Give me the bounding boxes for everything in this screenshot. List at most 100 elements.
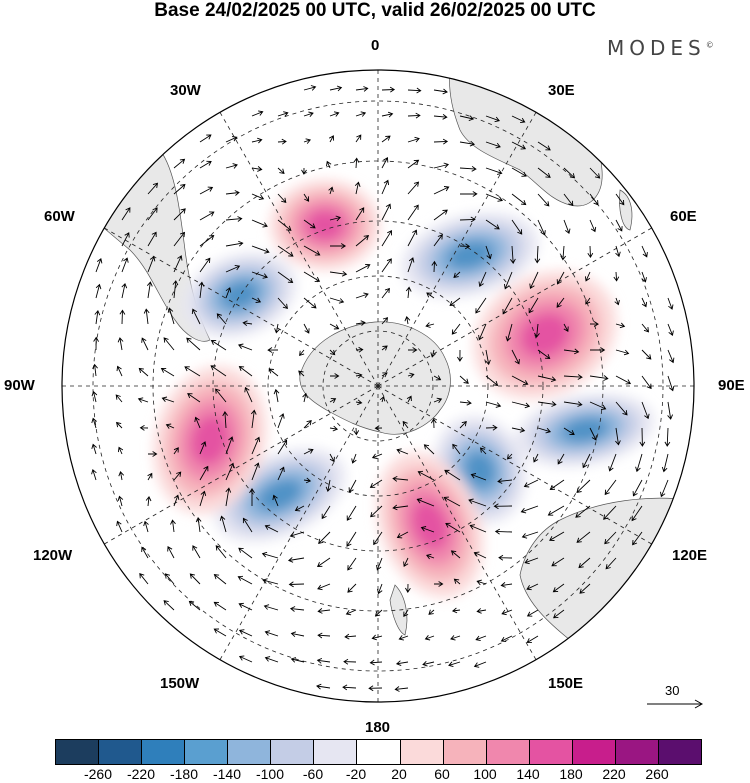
wind-vector <box>428 609 435 615</box>
anomaly-contour <box>411 500 449 550</box>
wind-vector <box>667 297 674 310</box>
wind-vector <box>277 167 285 174</box>
wind-vector <box>330 373 340 379</box>
wind-vector <box>303 477 312 484</box>
wind-vector <box>147 472 153 481</box>
wind-vector <box>325 479 332 493</box>
wind-vector <box>138 367 149 377</box>
wind-vector <box>119 309 126 325</box>
wind-vector <box>95 258 103 273</box>
wind-vector <box>589 401 607 410</box>
wind-vector <box>373 531 383 546</box>
wind-vector <box>289 531 305 538</box>
wind-vector <box>505 323 513 342</box>
wind-vector <box>498 554 513 561</box>
wind-vector <box>422 660 435 667</box>
wind-vector <box>121 282 128 299</box>
wind-vector <box>459 399 472 406</box>
latitude-circle <box>322 330 434 442</box>
wind-vector <box>147 255 156 273</box>
wind-vector <box>502 297 513 315</box>
wind-vector <box>91 443 97 455</box>
wind-vector <box>173 447 179 455</box>
wind-vector <box>91 390 98 403</box>
wind-vector <box>667 401 674 420</box>
wind-vector <box>167 546 175 559</box>
wind-vector <box>381 157 389 169</box>
wind-vector <box>615 427 621 446</box>
wind-vector <box>589 321 599 327</box>
wind-vector <box>225 287 232 299</box>
wind-vector <box>238 629 253 637</box>
wind-vector <box>459 216 476 223</box>
wind-vector <box>528 297 539 314</box>
wind-vector <box>549 479 565 490</box>
lon-label-0: 0 <box>371 37 380 54</box>
wind-vector <box>199 490 207 507</box>
wind-vector <box>371 634 383 641</box>
wind-vector <box>445 522 461 533</box>
anomaly-cyclone-30e <box>401 212 539 298</box>
wind-vector <box>353 157 360 169</box>
wind-vector <box>444 469 461 481</box>
latitude-circle <box>212 220 544 552</box>
wind-vector <box>303 85 317 91</box>
wind-vector <box>244 386 253 403</box>
wind-vector <box>537 349 551 359</box>
wind-vector <box>368 685 383 692</box>
wind-vector <box>163 337 175 351</box>
wind-vector <box>523 479 539 488</box>
wind-vector <box>615 193 625 206</box>
wind-vector <box>184 366 201 377</box>
wind-vector <box>501 609 513 616</box>
wind-vector <box>485 349 491 366</box>
wind-vector <box>510 245 516 264</box>
wind-vector <box>381 179 390 195</box>
wind-vector <box>121 257 129 273</box>
wind-vector <box>470 473 487 481</box>
wind-vector <box>590 347 606 353</box>
wind-vector <box>303 219 316 229</box>
wind-vector <box>537 141 551 151</box>
wind-vector <box>317 557 331 567</box>
wind-vector <box>395 660 409 667</box>
wind-vector <box>369 659 383 666</box>
wind-vector <box>374 425 383 431</box>
anomaly-contour <box>257 479 303 511</box>
wind-vector <box>165 423 175 429</box>
anomaly-contour <box>464 451 496 489</box>
wind-vector <box>667 375 675 392</box>
wind-vector <box>589 167 601 179</box>
wind-vector <box>321 505 331 520</box>
wind-vector <box>272 494 279 507</box>
wind-vector <box>117 337 124 351</box>
wind-vector <box>459 243 471 250</box>
wind-vector <box>604 479 617 496</box>
wind-vector <box>563 401 583 407</box>
wind-vector <box>213 574 227 585</box>
lon-label-90w: 90W <box>4 377 35 394</box>
wind-vector <box>192 545 201 559</box>
wind-vector <box>485 141 501 149</box>
wind-vector <box>407 181 420 195</box>
wind-vector <box>407 112 421 119</box>
colorbar-tick-label: 180 <box>559 766 583 782</box>
wind-vector <box>511 219 523 235</box>
wind-vector <box>537 375 557 383</box>
wind-vector <box>641 297 648 308</box>
wind-vector <box>277 297 288 310</box>
wind-vector <box>407 257 415 273</box>
wind-vector <box>485 193 503 202</box>
wind-vector <box>511 193 527 206</box>
wind-vector <box>141 546 149 559</box>
wind-vector <box>511 427 526 433</box>
wind-vector <box>355 263 371 273</box>
wind-vector <box>402 420 409 429</box>
wind-vector <box>563 323 569 332</box>
wind-vector <box>277 193 287 204</box>
wind-vector <box>423 444 435 455</box>
wind-vector <box>450 635 461 641</box>
wind-vector <box>263 604 279 611</box>
wind-vector <box>459 165 477 172</box>
wind-vector <box>556 297 565 308</box>
